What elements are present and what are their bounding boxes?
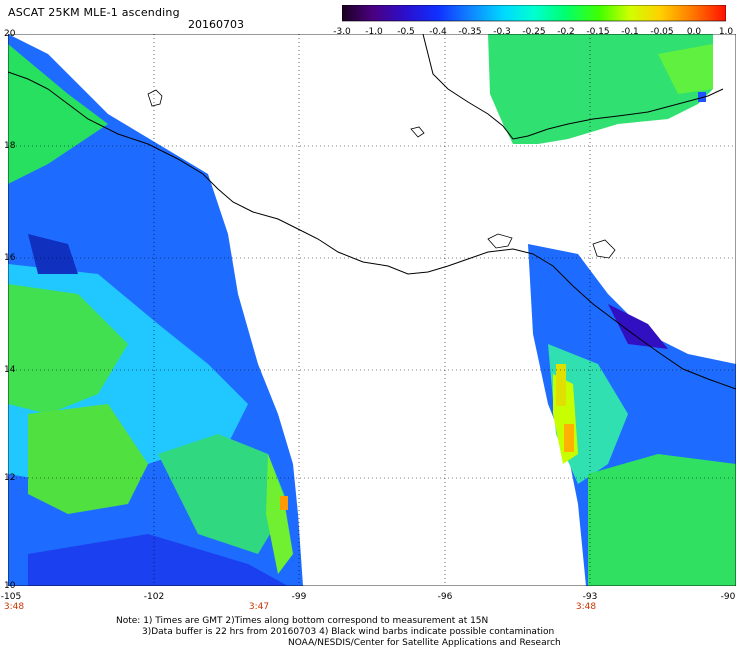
island-shape — [410, 126, 425, 138]
colorbar-tick-label: -0.15 — [586, 27, 610, 37]
colorbar-tick-label: -0.4 — [429, 27, 447, 37]
colorbar-tick-label: -1.0 — [365, 27, 383, 37]
gulf-patch — [488, 34, 713, 144]
island-shape — [592, 239, 616, 259]
lon-label-99: -99 — [291, 592, 307, 602]
lon-label-93: -93 — [582, 592, 598, 602]
colorbar-swatches — [342, 5, 726, 22]
colorbar-tick-label: 0.0 — [686, 27, 702, 37]
west-swath — [8, 34, 303, 586]
time-label-west: 3:48 — [3, 602, 25, 612]
map-date: 20160703 — [188, 18, 244, 31]
lat-label-14: 14 — [4, 365, 16, 375]
note-line-2: 3)Data buffer is 22 hrs from 20160703 4)… — [142, 627, 555, 637]
coastline — [8, 71, 736, 390]
island-shape — [147, 89, 163, 107]
lon-label-105: -105 — [0, 592, 22, 602]
colorbar-tick-label: -0.2 — [557, 27, 575, 37]
colorbar-tick-label: -0.5 — [397, 27, 415, 37]
lat-label-10: 10 — [4, 581, 16, 591]
map-grid — [8, 34, 736, 586]
colorbar-tick-label: -3.0 — [333, 27, 351, 37]
time-label-east: 3:48 — [575, 602, 597, 612]
colorbar: -3.0 -1.0 -0.5 -0.4 -0.35 -0.3 -0.25 -0.2 -0.15 -… — [333, 5, 733, 41]
colorbar-tick-label: -0.05 — [650, 27, 674, 37]
island-shape — [487, 233, 513, 249]
colorbar-tick-label: -0.3 — [493, 27, 511, 37]
wind-map — [8, 34, 736, 586]
lat-label-12: 12 — [4, 473, 16, 483]
lat-label-16: 16 — [4, 253, 16, 263]
lon-label-96: -96 — [437, 592, 453, 602]
time-label-mid: 3:47 — [248, 602, 270, 612]
note-line-1: Note: 1) Times are GMT 2)Times along bot… — [116, 616, 489, 626]
lon-label-90: -90 — [720, 592, 736, 602]
colorbar-tick-label: 1.0 — [718, 27, 734, 37]
gulf-coastline — [422, 34, 724, 140]
note-line-3: NOAA/NESDIS/Center for Satellite Applica… — [288, 638, 561, 648]
lat-label-20: 20 — [4, 29, 16, 39]
east-swath — [528, 244, 736, 586]
colorbar-tick-label: -0.1 — [621, 27, 639, 37]
lon-label-102: -102 — [143, 592, 165, 602]
colorbar-tick-label: -0.35 — [458, 27, 482, 37]
lat-label-18: 18 — [4, 141, 16, 151]
colorbar-tick-label: -0.25 — [522, 27, 546, 37]
map-title: ASCAT 25KM MLE-1 ascending — [8, 6, 180, 19]
